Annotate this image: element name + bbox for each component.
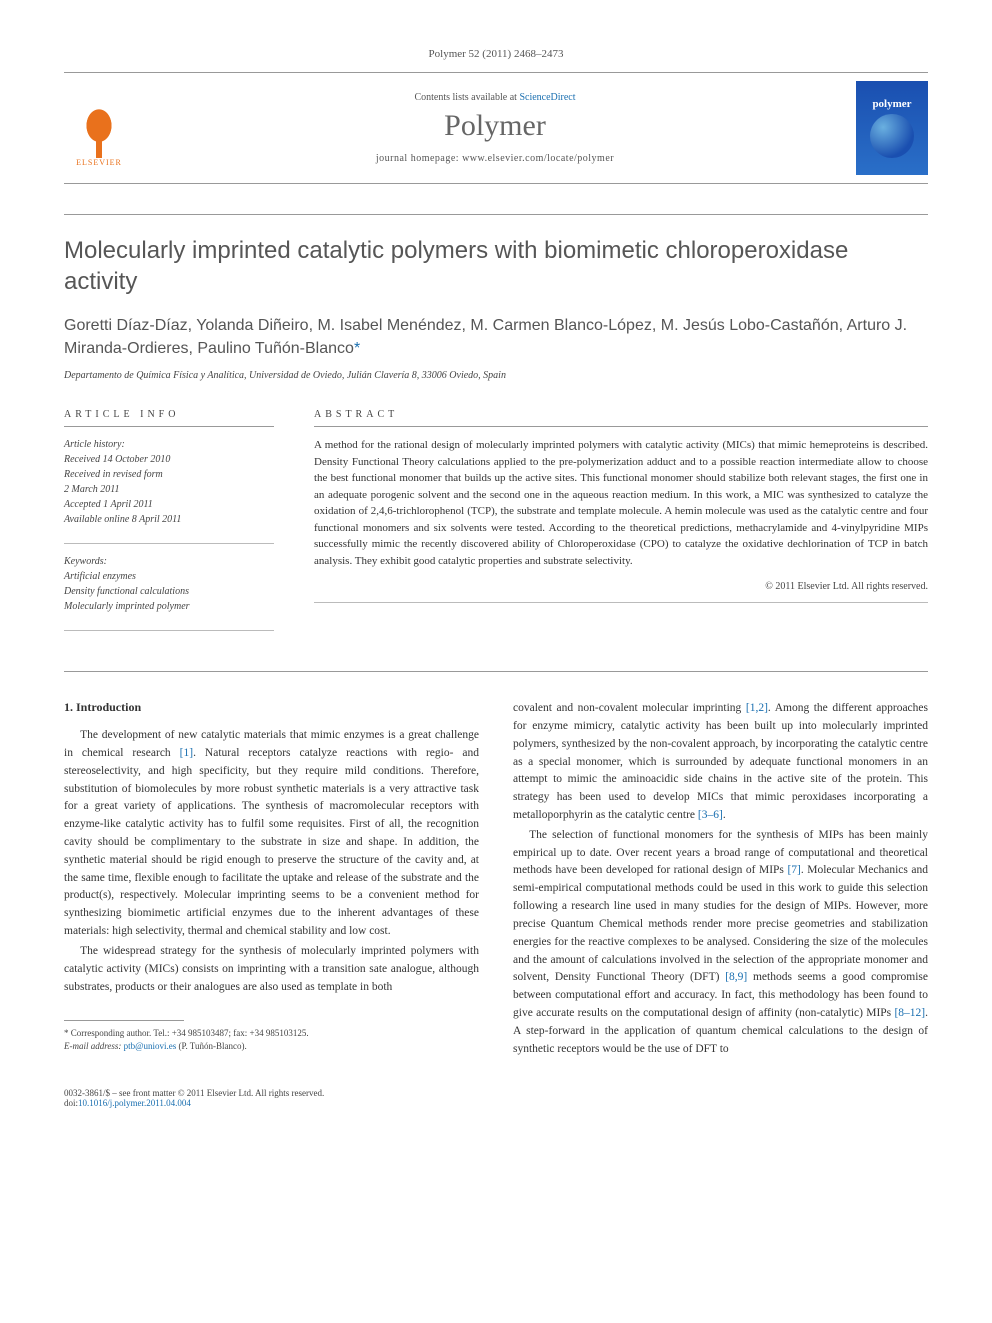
left-column: 1. Introduction The development of new c… [64, 700, 479, 1058]
citation-ref[interactable]: [8,9] [725, 971, 747, 983]
corr-author-line: * Corresponding author. Tel.: +34 985103… [64, 1027, 479, 1040]
corresponding-footnote: * Corresponding author. Tel.: +34 985103… [64, 1027, 479, 1052]
journal-cover-icon: polymer [856, 81, 928, 175]
text-run: . Natural receptors catalyze reactions w… [64, 747, 479, 937]
keyword-3: Molecularly imprinted polymer [64, 599, 274, 614]
doi-line: doi:10.1016/j.polymer.2011.04.004 [64, 1098, 324, 1108]
front-matter-line: 0032-3861/$ – see front matter © 2011 El… [64, 1088, 324, 1098]
contents-prefix: Contents lists available at [414, 92, 519, 103]
text-run: . [723, 809, 726, 821]
section-heading: 1. Introduction [64, 700, 479, 715]
cover-swirl-icon [870, 114, 914, 158]
paragraph: The selection of functional monomers for… [513, 827, 928, 1059]
abstract-column: ABSTRACT A method for the rational desig… [314, 409, 928, 641]
affiliation: Departamento de Química Física y Analíti… [64, 370, 928, 381]
keywords-block: Keywords: Artificial enzymes Density fun… [64, 554, 274, 614]
doi-prefix: doi: [64, 1098, 78, 1108]
journal-name: Polymer [134, 109, 856, 143]
author-list: Goretti Díaz-Díaz, Yolanda Diñeiro, M. I… [64, 315, 928, 360]
revised-line1: Received in revised form [64, 467, 274, 482]
page-footer: 0032-3861/$ – see front matter © 2011 El… [64, 1088, 928, 1108]
article-info-heading: ARTICLE INFO [64, 409, 274, 427]
footer-left: 0032-3861/$ – see front matter © 2011 El… [64, 1088, 324, 1108]
corresponding-mark-icon: * [354, 340, 360, 357]
keyword-2: Density functional calculations [64, 584, 274, 599]
divider [64, 214, 928, 215]
homepage-prefix: journal homepage: [376, 153, 462, 164]
body-columns: 1. Introduction The development of new c… [64, 700, 928, 1058]
email-link[interactable]: ptb@uniovi.es [124, 1041, 177, 1051]
online-date: Available online 8 April 2011 [64, 512, 274, 527]
elsevier-tree-icon [74, 104, 124, 158]
article-title: Molecularly imprinted catalytic polymers… [64, 235, 928, 297]
journal-header: ELSEVIER Contents lists available at Sci… [64, 72, 928, 184]
paragraph: The development of new catalytic materia… [64, 727, 479, 941]
article-info-column: ARTICLE INFO Article history: Received 1… [64, 409, 274, 641]
article-history: Article history: Received 14 October 201… [64, 437, 274, 527]
accepted-date: Accepted 1 April 2011 [64, 497, 274, 512]
received-date: Received 14 October 2010 [64, 452, 274, 467]
email-name: (P. Tuñón-Blanco). [176, 1041, 247, 1051]
citation-ref[interactable]: [3–6] [698, 809, 723, 821]
paragraph: covalent and non-covalent molecular impr… [513, 700, 928, 825]
info-abstract-row: ARTICLE INFO Article history: Received 1… [64, 409, 928, 641]
footnote-divider [64, 1020, 184, 1021]
abstract-text: A method for the rational design of mole… [314, 437, 928, 569]
email-line: E-mail address: ptb@uniovi.es (P. Tuñón-… [64, 1040, 479, 1053]
elsevier-logo: ELSEVIER [64, 89, 134, 167]
abstract-heading: ABSTRACT [314, 409, 928, 427]
text-run: The widespread strategy for the synthesi… [64, 945, 479, 993]
abstract-copyright: © 2011 Elsevier Ltd. All rights reserved… [314, 581, 928, 592]
text-run: . Molecular Mechanics and semi-empirical… [513, 864, 928, 983]
doi-link[interactable]: 10.1016/j.polymer.2011.04.004 [78, 1098, 191, 1108]
text-run: covalent and non-covalent molecular impr… [513, 702, 746, 714]
elsevier-label: ELSEVIER [76, 158, 122, 167]
abstract-divider [314, 602, 928, 603]
citation-ref[interactable]: [8–12] [894, 1007, 925, 1019]
header-center: Contents lists available at ScienceDirec… [134, 92, 856, 164]
authors-text: Goretti Díaz-Díaz, Yolanda Diñeiro, M. I… [64, 317, 907, 356]
main-divider [64, 671, 928, 672]
keyword-1: Artificial enzymes [64, 569, 274, 584]
info-divider [64, 543, 274, 544]
keywords-label: Keywords: [64, 554, 274, 569]
email-label: E-mail address: [64, 1041, 124, 1051]
citation-ref[interactable]: [7] [787, 864, 800, 876]
contents-line: Contents lists available at ScienceDirec… [134, 92, 856, 103]
revised-line2: 2 March 2011 [64, 482, 274, 497]
citation-ref[interactable]: [1] [180, 747, 193, 759]
history-label: Article history: [64, 437, 274, 452]
citation-ref[interactable]: [1,2] [746, 702, 768, 714]
citation-line: Polymer 52 (2011) 2468–2473 [64, 48, 928, 60]
homepage-line: journal homepage: www.elsevier.com/locat… [134, 153, 856, 164]
info-divider [64, 630, 274, 631]
right-column: covalent and non-covalent molecular impr… [513, 700, 928, 1058]
homepage-url[interactable]: www.elsevier.com/locate/polymer [462, 153, 614, 164]
text-run: . Among the different approaches for enz… [513, 702, 928, 821]
sciencedirect-link[interactable]: ScienceDirect [519, 92, 575, 103]
paragraph: The widespread strategy for the synthesi… [64, 943, 479, 996]
cover-label: polymer [872, 98, 911, 110]
